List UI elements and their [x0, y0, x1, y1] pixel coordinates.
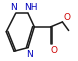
Text: NH: NH: [24, 3, 38, 12]
Text: N: N: [10, 3, 17, 12]
Text: O: O: [63, 13, 70, 22]
Text: O: O: [51, 46, 58, 55]
Text: N: N: [26, 50, 33, 59]
